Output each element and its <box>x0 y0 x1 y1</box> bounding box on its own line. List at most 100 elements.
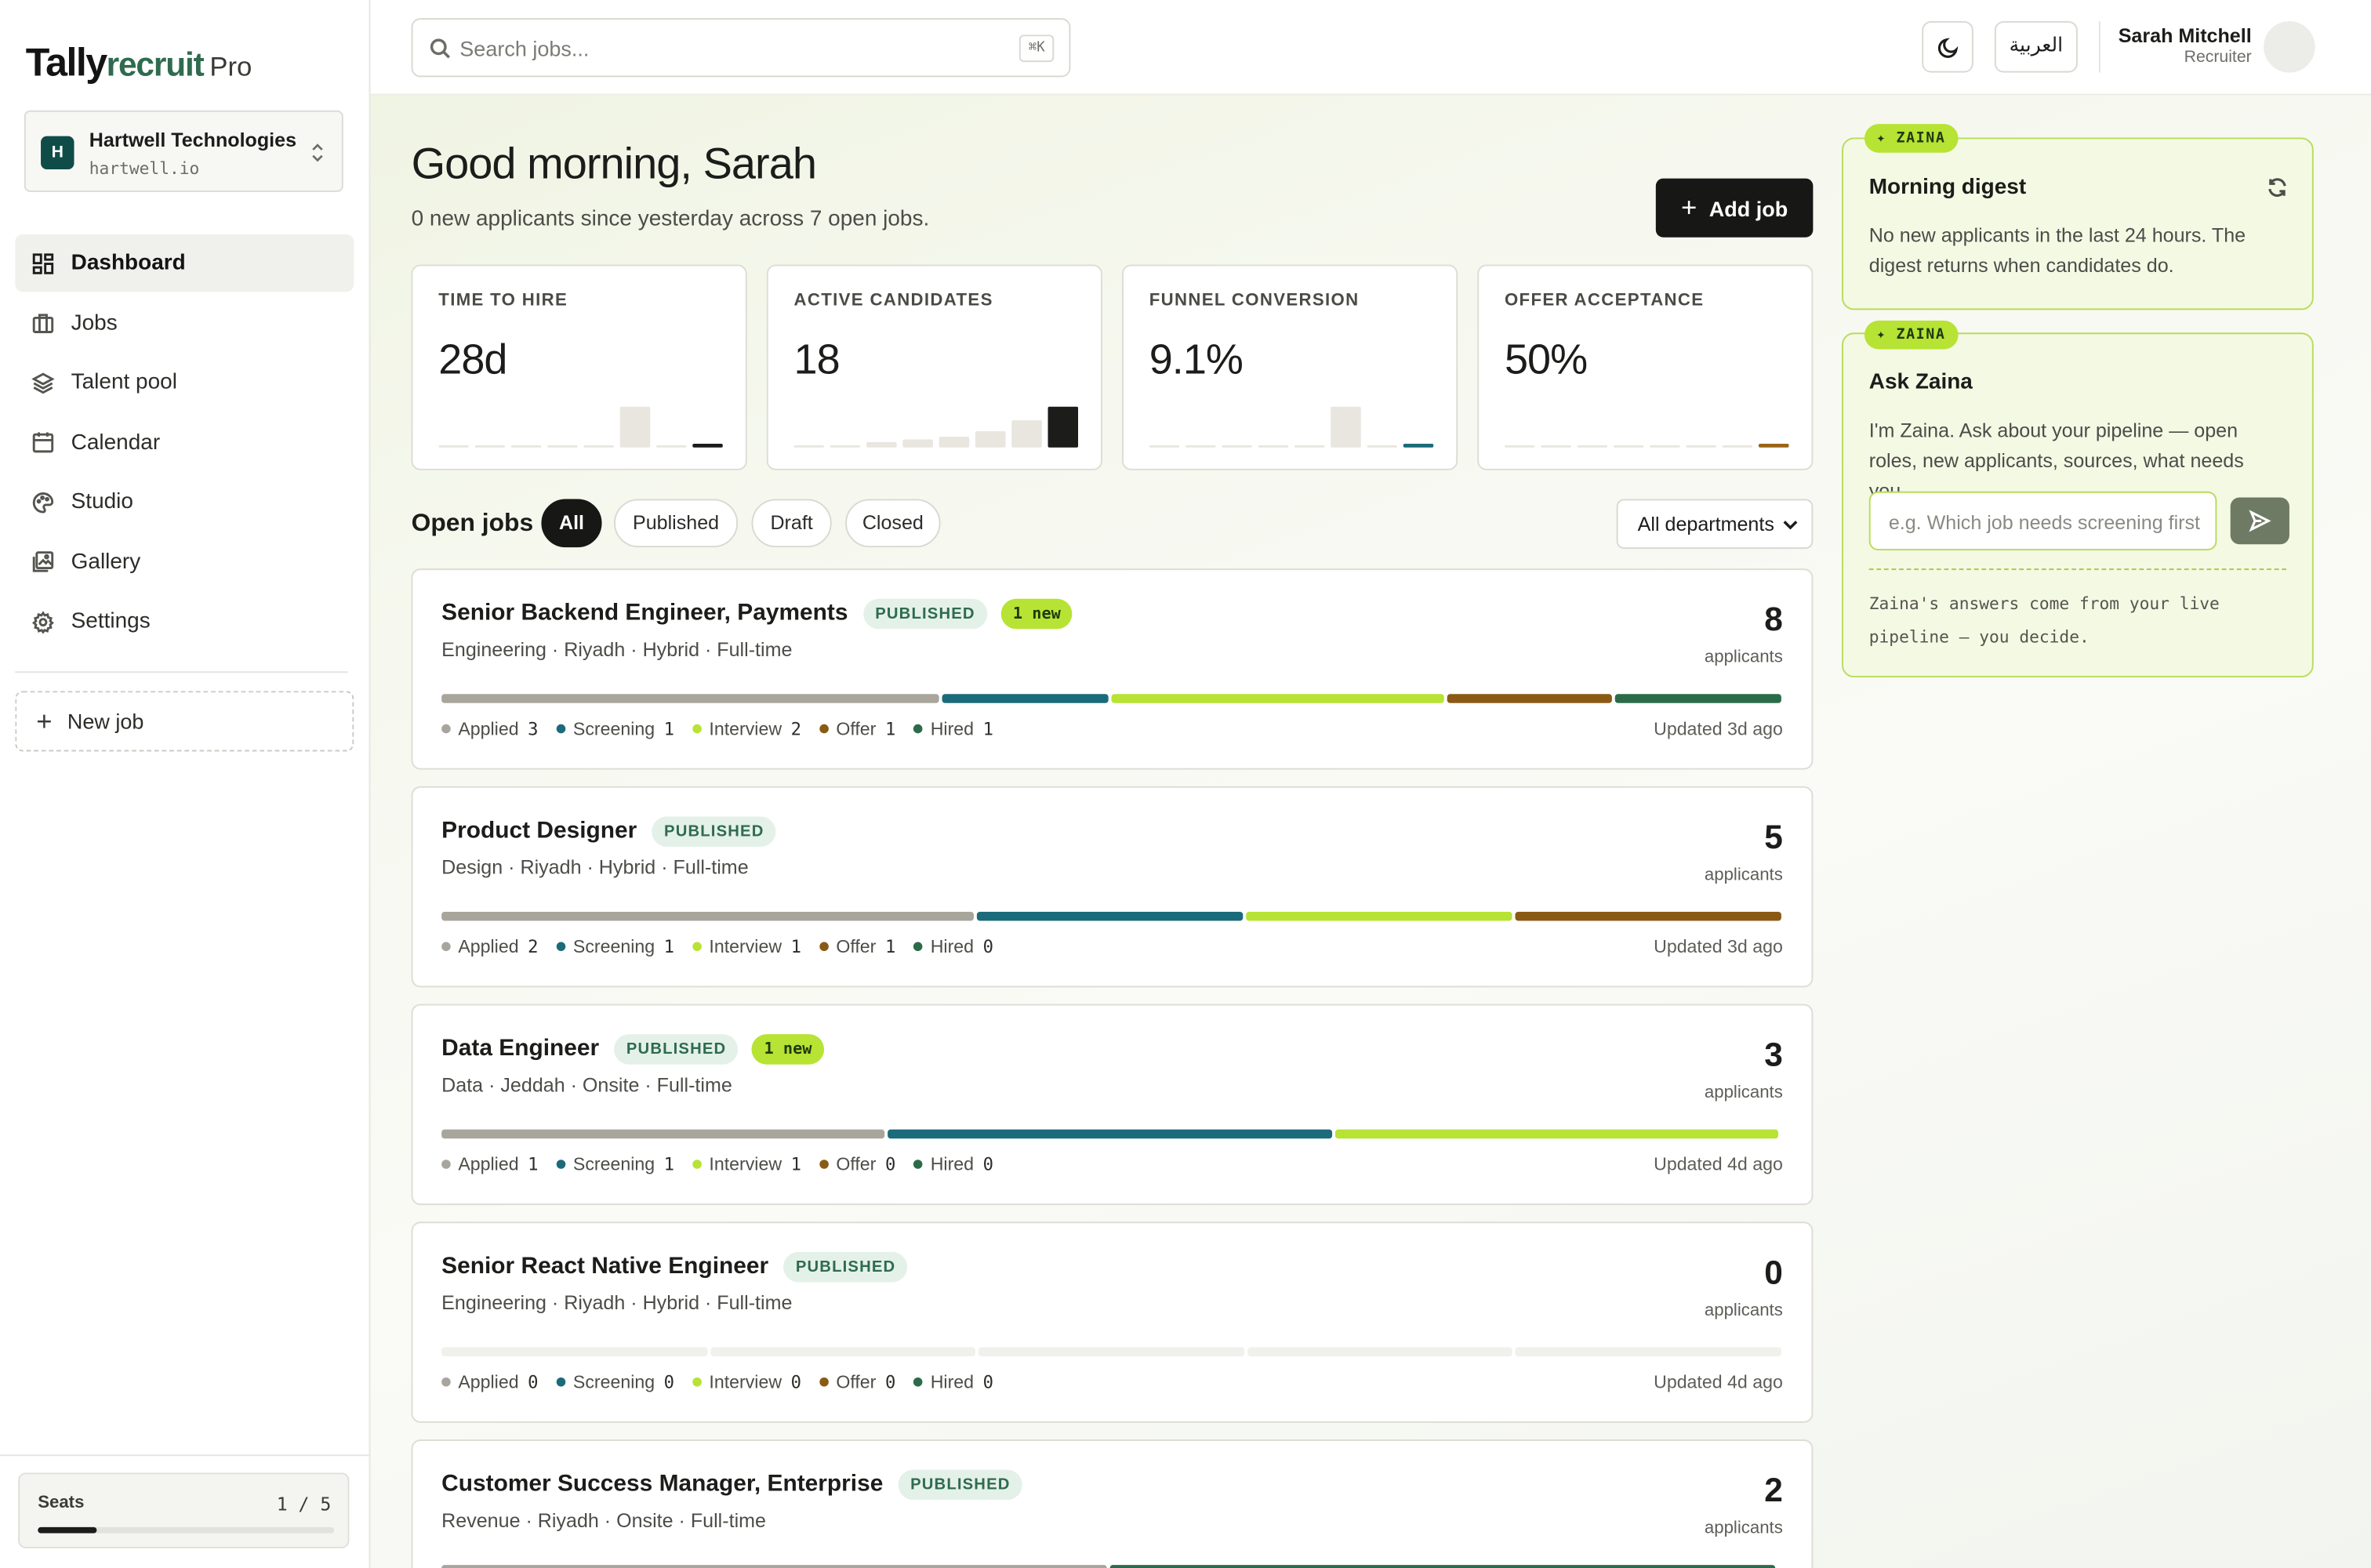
palette-icon <box>32 492 54 513</box>
kpi-card: ACTIVE CANDIDATES 18 <box>766 264 1102 470</box>
job-card[interactable]: Data Engineer PUBLISHED 1 new Data · Jed… <box>411 1004 1814 1206</box>
digest-title: Morning digest <box>1868 175 2027 200</box>
top-bar: ⌘K العربية Sarah Mitchell Recruiter <box>370 0 2371 96</box>
legend-count: 1 <box>790 1153 802 1175</box>
kpi-bar <box>438 445 469 448</box>
filter-draft[interactable]: Draft <box>751 499 832 548</box>
legend-item-interview: Interview 0 <box>692 1371 801 1392</box>
grid-icon <box>32 252 54 274</box>
ask-zaina-input[interactable] <box>1888 506 2201 537</box>
legend-item-offer: Offer 0 <box>819 1371 895 1392</box>
language-toggle-button[interactable]: العربية <box>1994 21 2078 73</box>
kpi-bar <box>1758 444 1789 448</box>
zaina-tag: ✦ ZAINA <box>1864 320 1958 350</box>
kpi-bar <box>902 439 933 448</box>
legend-count: 1 <box>790 935 802 957</box>
sidebar-item-jobs[interactable]: Jobs <box>15 294 354 351</box>
sidebar: Tallyrecruit Pro H Hartwell Technologies … <box>0 0 371 1568</box>
legend-count: 0 <box>982 1153 993 1175</box>
legend-label: Screening <box>572 718 655 740</box>
send-button[interactable] <box>2230 497 2289 545</box>
status-badge: PUBLISHED <box>862 598 988 630</box>
pipeline-segment <box>441 1347 707 1356</box>
job-title[interactable]: Customer Success Manager, Enterprise <box>441 1471 884 1497</box>
department-select-value: All departments <box>1637 512 1774 535</box>
organization-switcher[interactable]: H Hartwell Technologies hartwell.io <box>24 110 343 192</box>
seats-label: Seats <box>38 1494 85 1512</box>
ask-disclaimer: Zaina's answers come from your live pipe… <box>1868 593 2220 648</box>
kpi-bar <box>547 445 578 448</box>
sidebar-item-studio[interactable]: Studio <box>15 474 354 531</box>
sidebar-item-settings[interactable]: Settings <box>15 593 354 650</box>
legend-count: 0 <box>663 1371 675 1393</box>
sidebar-item-label: Talent pool <box>71 370 177 395</box>
pipeline-segment <box>1446 694 1613 703</box>
kpi-value: 9.1% <box>1149 336 1244 383</box>
sidebar-item-talent-pool[interactable]: Talent pool <box>15 354 354 411</box>
job-title[interactable]: Data Engineer <box>441 1036 600 1062</box>
legend-dot <box>692 1160 702 1169</box>
plus-icon: + <box>1681 191 1697 223</box>
filter-closed[interactable]: Closed <box>845 499 941 548</box>
legend-label: Interview <box>709 935 782 957</box>
kpi-value: 18 <box>793 336 841 383</box>
legend-label: Screening <box>572 1371 655 1393</box>
add-job-button[interactable]: + Add job <box>1655 178 1814 238</box>
legend-dot <box>913 942 924 952</box>
legend-label: Offer <box>836 1153 877 1175</box>
legend-item-hired: Hired 1 <box>913 718 993 739</box>
job-card[interactable]: Senior Backend Engineer, Payments PUBLIS… <box>411 568 1814 770</box>
pipeline-bar <box>441 1565 1785 1568</box>
legend-label: Offer <box>836 935 877 957</box>
job-title[interactable]: Product Designer <box>441 818 637 844</box>
refresh-icon[interactable] <box>2267 177 2288 198</box>
kpi-bar <box>1686 445 1716 448</box>
job-title[interactable]: Senior React Native Engineer <box>441 1253 769 1279</box>
plus-icon: + <box>36 705 53 736</box>
job-card[interactable]: Product Designer PUBLISHED Design · Riya… <box>411 786 1814 988</box>
search-box[interactable]: ⌘K <box>411 18 1071 78</box>
theme-toggle-button[interactable] <box>1922 21 1973 73</box>
job-card[interactable]: Senior React Native Engineer PUBLISHED E… <box>411 1221 1814 1423</box>
job-title-row: Senior React Native Engineer PUBLISHED <box>441 1251 908 1283</box>
filter-published[interactable]: Published <box>614 499 739 548</box>
kpi-bar <box>1367 445 1398 448</box>
legend-count: 1 <box>884 935 896 957</box>
filter-all[interactable]: All <box>541 499 602 548</box>
kpi-bar <box>939 436 970 448</box>
image-icon <box>32 551 54 572</box>
department-select[interactable]: All departments <box>1616 499 1814 550</box>
legend-count: 1 <box>663 1153 675 1175</box>
legend-item-interview: Interview 1 <box>692 936 801 957</box>
chevron-up-down-icon <box>312 143 323 162</box>
pipeline-segment <box>976 911 1244 921</box>
job-card[interactable]: Customer Success Manager, Enterprise PUB… <box>411 1439 1814 1568</box>
legend-dot <box>556 1377 566 1387</box>
sidebar-item-calendar[interactable]: Calendar <box>15 413 354 470</box>
job-title[interactable]: Senior Backend Engineer, Payments <box>441 600 848 626</box>
sidebar-item-label: Jobs <box>71 310 118 336</box>
avatar[interactable] <box>2264 21 2315 73</box>
sidebar-footer-divider <box>0 1454 369 1457</box>
new-job-button[interactable]: + New job <box>15 691 354 752</box>
legend-label: Hired <box>930 1153 975 1175</box>
legend-count: 0 <box>982 935 993 957</box>
sidebar-item-gallery[interactable]: Gallery <box>15 533 354 590</box>
pipeline-segment <box>1111 694 1443 703</box>
job-meta: Revenue · Riyadh · Onsite · Full-time <box>441 1508 766 1532</box>
pipeline-segment <box>1247 1347 1513 1356</box>
legend-label: Applied <box>458 935 519 957</box>
legend-count: 1 <box>663 718 675 740</box>
pipeline-segment <box>1516 1347 1781 1356</box>
ask-zaina-field[interactable] <box>1868 491 2217 551</box>
ask-title: Ask Zaina <box>1868 370 1973 395</box>
kpi-bar <box>1577 445 1608 448</box>
legend-dot <box>556 942 566 952</box>
legend-dot <box>913 724 924 734</box>
kpi-bar <box>583 445 615 448</box>
legend-dot <box>819 724 829 734</box>
search-input[interactable] <box>459 33 975 64</box>
kpi-bar <box>866 441 897 448</box>
sidebar-item-dashboard[interactable]: Dashboard <box>15 234 354 292</box>
brand-logo[interactable]: Tallyrecruit Pro <box>26 39 252 86</box>
